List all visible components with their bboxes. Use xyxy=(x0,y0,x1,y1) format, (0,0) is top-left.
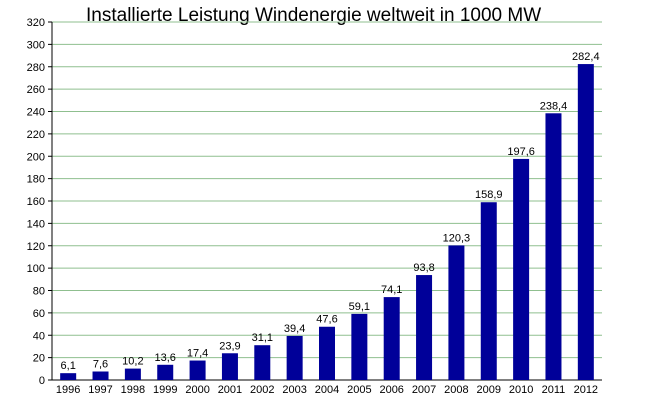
x-tick-label: 1998 xyxy=(121,384,145,396)
y-tick-label: 80 xyxy=(33,286,45,298)
x-tick-label: 1999 xyxy=(153,384,177,396)
data-label: 17,4 xyxy=(187,348,208,360)
x-tick-label: 2010 xyxy=(509,384,533,396)
x-tick-labels: 1996 1997 1998 1999 2000 2001 2002 2003 2004 2005… xyxy=(56,384,598,396)
data-label: 23,9 xyxy=(219,340,240,352)
x-tick-label: 1996 xyxy=(56,384,80,396)
bar-1996 xyxy=(60,373,77,380)
gridlines xyxy=(48,21,602,381)
y-tick-label: 240 xyxy=(27,107,45,119)
x-tick-label: 2007 xyxy=(412,384,436,396)
y-tick-label: 260 xyxy=(27,84,45,96)
x-tick-label: 2012 xyxy=(574,384,598,396)
bar-1997 xyxy=(92,371,109,380)
bar-1999 xyxy=(157,364,174,380)
y-tick-label: 300 xyxy=(27,39,45,51)
data-label: 93,8 xyxy=(413,262,434,274)
data-label: 6,1 xyxy=(61,360,76,372)
data-label: 197,6 xyxy=(507,146,535,158)
data-label: 59,1 xyxy=(349,301,370,313)
data-label: 282,4 xyxy=(572,51,600,63)
bar-2006 xyxy=(383,297,400,380)
bars xyxy=(60,64,594,380)
y-tick-label: 60 xyxy=(33,308,45,320)
y-tick-label: 140 xyxy=(27,218,45,230)
x-tick-label: 2002 xyxy=(250,384,274,396)
bar-2008 xyxy=(448,245,465,380)
x-tick-label: 2009 xyxy=(477,384,501,396)
bar-2009 xyxy=(480,202,497,380)
bar-2010 xyxy=(513,158,530,380)
bar-2003 xyxy=(286,335,303,380)
data-label: 158,9 xyxy=(475,189,503,201)
x-tick-label: 2005 xyxy=(347,384,371,396)
x-tick-label: 2003 xyxy=(282,384,306,396)
data-label: 7,6 xyxy=(93,358,108,370)
data-label: 39,4 xyxy=(284,323,305,335)
bar-2012 xyxy=(577,64,594,380)
x-tick-label: 2006 xyxy=(379,384,403,396)
y-tick-label: 20 xyxy=(33,353,45,365)
data-label: 74,1 xyxy=(381,284,402,296)
data-label: 238,4 xyxy=(540,100,568,112)
y-tick-label: 180 xyxy=(27,174,45,186)
bar-2007 xyxy=(416,275,433,380)
y-tick-label: 220 xyxy=(27,129,45,141)
y-tick-label: 0 xyxy=(39,375,45,387)
bar-2001 xyxy=(221,353,238,380)
bar-2000 xyxy=(189,360,206,380)
bar-2002 xyxy=(254,345,271,380)
y-tick-label: 40 xyxy=(33,330,45,342)
data-labels: 6,1 7,6 10,2 13,6 17,4 23,9 31,1 39,4 47,6 59,1 74… xyxy=(61,51,600,372)
y-tick-label: 280 xyxy=(27,62,45,74)
x-tick-label: 2008 xyxy=(444,384,468,396)
x-tick-label: 2011 xyxy=(542,384,566,396)
x-tick-label: 2004 xyxy=(315,384,339,396)
x-tick-label: 2001 xyxy=(218,384,242,396)
bar-1998 xyxy=(124,368,141,380)
data-label: 13,6 xyxy=(155,352,176,364)
chart-title: Installierte Leistung Windenergie weltwe… xyxy=(86,5,541,26)
data-label: 10,2 xyxy=(122,356,143,368)
y-tick-label: 100 xyxy=(27,263,45,275)
bar-2005 xyxy=(351,313,368,380)
y-tick-labels: 0 20 40 60 80 100 120 140 160 180 200 220 240 260 280 3… xyxy=(27,17,45,387)
bar-2004 xyxy=(319,326,335,380)
x-tick-label: 2000 xyxy=(185,384,209,396)
data-label: 47,6 xyxy=(316,314,337,326)
y-tick-label: 200 xyxy=(27,151,45,163)
data-label: 31,1 xyxy=(252,332,273,344)
y-tick-label: 320 xyxy=(27,17,45,29)
bar-2011 xyxy=(545,113,562,380)
y-tick-label: 120 xyxy=(27,241,45,253)
x-tick-label: 1997 xyxy=(88,384,112,396)
y-tick-label: 160 xyxy=(27,196,45,208)
data-label: 120,3 xyxy=(443,232,471,244)
